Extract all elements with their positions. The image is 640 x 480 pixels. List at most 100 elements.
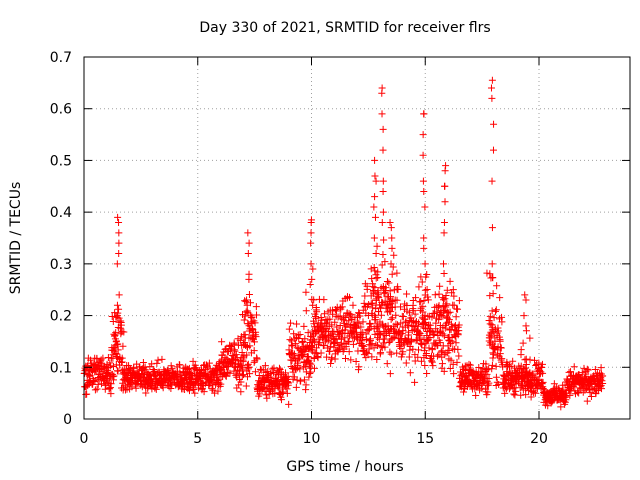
data-point — [275, 364, 283, 372]
data-point — [487, 84, 495, 92]
data-point — [148, 360, 156, 368]
data-point — [373, 355, 381, 363]
data-point — [420, 296, 428, 304]
data-point — [436, 322, 444, 330]
data-point — [441, 295, 449, 303]
data-point — [509, 357, 517, 365]
data-point — [240, 371, 248, 379]
data-point — [226, 369, 234, 377]
data-point — [263, 394, 271, 402]
data-point — [346, 293, 354, 301]
y-tick-labels: 0 0.1 0.2 0.3 0.4 0.5 0.6 0.7 — [50, 50, 72, 428]
data-point — [360, 299, 368, 307]
data-point — [304, 353, 312, 361]
data-point — [284, 372, 292, 380]
data-point — [364, 326, 372, 334]
data-point — [190, 385, 198, 393]
data-point — [435, 316, 443, 324]
y-axis-label: SRMTID / TECUs — [8, 182, 24, 295]
data-point — [388, 270, 396, 278]
data-point — [205, 359, 213, 367]
data-point — [284, 378, 292, 386]
data-point — [91, 386, 99, 394]
data-point — [244, 309, 252, 317]
data-point — [293, 320, 301, 328]
data-point — [520, 312, 528, 320]
data-point — [424, 335, 432, 343]
data-point — [430, 330, 438, 338]
data-point — [362, 336, 370, 344]
data-point — [489, 146, 497, 154]
data-point — [371, 156, 379, 164]
y-tick-label: 0.5 — [50, 153, 72, 169]
data-point — [308, 275, 316, 283]
data-point — [312, 306, 320, 314]
data-point — [252, 333, 260, 341]
data-point — [429, 331, 437, 339]
data-point — [557, 403, 565, 411]
data-point — [341, 334, 349, 342]
data-points — [80, 76, 607, 411]
axis-ticks — [83, 56, 630, 420]
data-point — [301, 363, 309, 371]
data-point — [307, 360, 315, 368]
data-point — [330, 343, 338, 351]
data-point — [346, 312, 354, 320]
data-point — [246, 342, 254, 350]
x-tick-label: 0 — [80, 431, 89, 447]
data-point — [517, 391, 525, 399]
data-point — [245, 363, 253, 371]
data-point — [331, 318, 339, 326]
data-point — [327, 360, 335, 368]
data-point — [478, 379, 486, 387]
data-point — [378, 218, 386, 226]
data-point — [363, 285, 371, 293]
data-point — [328, 354, 336, 362]
data-point — [383, 360, 391, 368]
data-point — [599, 372, 607, 380]
data-point — [420, 244, 428, 252]
data-point — [359, 328, 367, 336]
data-point — [372, 296, 380, 304]
data-point — [522, 327, 530, 335]
data-point — [584, 366, 592, 374]
data-point — [307, 229, 315, 237]
data-point — [454, 305, 462, 313]
data-point — [583, 365, 591, 373]
data-point — [114, 367, 122, 375]
data-point — [307, 218, 315, 226]
data-point — [109, 318, 117, 326]
data-point — [251, 368, 259, 376]
data-point — [399, 327, 407, 335]
data-point — [189, 357, 197, 365]
data-point — [405, 321, 413, 329]
data-point — [332, 307, 340, 315]
data-point — [324, 337, 332, 345]
data-point — [418, 278, 426, 286]
data-point — [115, 291, 123, 299]
data-point — [342, 354, 350, 362]
data-point — [472, 391, 480, 399]
data-point — [320, 341, 328, 349]
data-point — [424, 293, 432, 301]
data-point — [159, 384, 167, 392]
data-point — [393, 349, 401, 357]
data-point — [341, 326, 349, 334]
data-point — [415, 329, 423, 337]
data-point — [379, 187, 387, 195]
data-point — [87, 356, 95, 364]
data-point — [359, 346, 367, 354]
data-point — [442, 291, 450, 299]
data-point — [373, 242, 381, 250]
data-point — [393, 269, 401, 277]
data-point — [415, 346, 422, 354]
data-point — [301, 335, 309, 343]
data-point — [215, 375, 223, 383]
data-point — [492, 362, 500, 370]
data-point — [371, 267, 379, 275]
data-point — [567, 368, 575, 376]
data-point — [394, 285, 402, 293]
data-point — [539, 378, 547, 386]
data-point — [535, 359, 543, 367]
